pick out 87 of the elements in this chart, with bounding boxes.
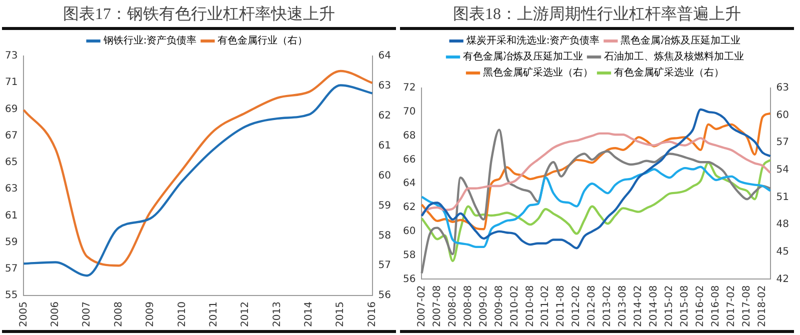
legend-label: 煤炭开采和洗选业:资产负债率 [466,34,600,47]
line-series [420,128,772,274]
y2-tick-label: 61 [378,140,392,152]
line-series [420,132,772,215]
x-tick-label: 2012-08 [586,285,598,328]
x-tick-label: 2014 [303,302,314,328]
x-tick-label: 2011 [208,302,220,328]
y-tick-label: 63 [4,184,18,195]
y2-tick-label: 45 [776,246,790,258]
x-tick-label: 2006 [50,302,62,328]
x-tick-label: 2016 [366,302,378,328]
y-tick-label: 71 [4,77,18,88]
x-tick-label: 2017-08 [742,285,753,328]
y-tick-label: 69 [4,104,18,115]
chart-title: 图表18：上游周期性行业杠杆率普遍上升 [400,4,794,30]
line-series [420,112,772,230]
x-tick-label: 2010-08 [524,285,536,328]
legend-label: 钢铁行业:资产负债率 [102,34,197,47]
y2-tick-label: 64 [378,50,392,62]
y-tick-label: 56 [402,274,416,285]
x-tick-label: 2008 [113,302,124,328]
y-tick-label: 64 [402,178,416,190]
x-tick-label: 2010 [176,302,188,328]
legend-label: 石油加工、炼焦及核燃料加工业 [604,50,744,63]
x-tick-label: 2009-02 [478,285,490,328]
y2-tick-label: 51 [776,192,790,203]
y-tick-label: 68 [402,130,416,142]
y-tick-label: 66 [402,154,416,166]
y2-tick-label: 60 [378,170,392,182]
y-tick-label: 67 [4,130,18,142]
x-tick-label: 2007-02 [416,285,428,328]
y2-tick-label: 63 [776,82,790,94]
line-series [420,108,772,250]
x-tick-label: 2009 [145,302,156,328]
legend-label: 黑色金属冶炼及压延加工业 [620,34,741,47]
y2-tick-label: 48 [776,219,790,230]
y-tick-label: 61 [4,210,18,222]
x-tick-label: 2015-08 [680,285,691,328]
line-series [420,166,772,248]
y-tick-label: 58 [402,250,416,261]
y2-tick-label: 60 [776,110,790,121]
y2-tick-label: 58 [378,230,392,242]
y2-tick-label: 57 [378,260,392,272]
y-tick-label: 65 [4,157,18,168]
legend-label: 有色金属冶炼及压延加工业 [463,50,583,63]
y2-tick-label: 59 [378,200,392,212]
y-tick-label: 59 [4,236,18,248]
y2-tick-label: 57 [776,137,790,148]
y2-tick-label: 42 [776,274,790,285]
x-tick-label: 2014-08 [648,285,660,328]
x-tick-label: 2011-08 [556,285,567,328]
y-tick-label: 70 [402,106,416,118]
y2-tick-label: 56 [378,290,392,302]
x-tick-label: 2007-08 [432,285,443,328]
x-tick-label: 2005 [18,302,30,328]
y2-tick-label: 54 [776,164,790,176]
x-tick-label: 2008-08 [462,285,474,328]
y2-tick-label: 62 [378,110,392,122]
x-tick-label: 2016-02 [695,285,706,328]
y-tick-label: 62 [402,202,416,214]
x-tick-label: 2009-08 [494,285,505,328]
x-tick-label: 2012-02 [571,285,582,328]
x-tick-label: 2015 [335,302,346,328]
x-tick-label: 2010-02 [509,285,520,328]
x-tick-label: 2018-02 [757,285,768,328]
x-tick-label: 2007 [82,302,93,328]
x-tick-label: 2016-08 [710,285,722,328]
line-series [420,158,772,262]
y-tick-label: 73 [4,50,18,62]
x-tick-label: 2015-02 [664,285,676,328]
legend-label: 有色金属矿采选业（右） [614,66,724,79]
x-tick-label: 2013-02 [602,285,614,328]
x-tick-label: 2014-02 [633,285,644,328]
x-tick-label: 2017-02 [726,285,738,328]
x-tick-label: 2013 [272,302,283,328]
legend-label: 黑色金属矿采选业（右） [483,66,593,79]
x-tick-label: 2013-08 [618,285,629,328]
legend-label: 有色金属行业（右） [218,34,308,47]
x-tick-label: 2012 [240,302,252,328]
x-tick-label: 2008-02 [447,285,458,328]
y-tick-label: 60 [402,226,416,238]
y2-tick-label: 63 [378,80,392,92]
y-tick-label: 72 [402,82,416,94]
y-tick-label: 55 [4,290,18,302]
x-tick-label: 2011-02 [540,285,552,328]
y-tick-label: 57 [4,264,18,275]
chart-title: 图表17：钢铁有色行业杠杆率快速上升 [2,4,396,30]
